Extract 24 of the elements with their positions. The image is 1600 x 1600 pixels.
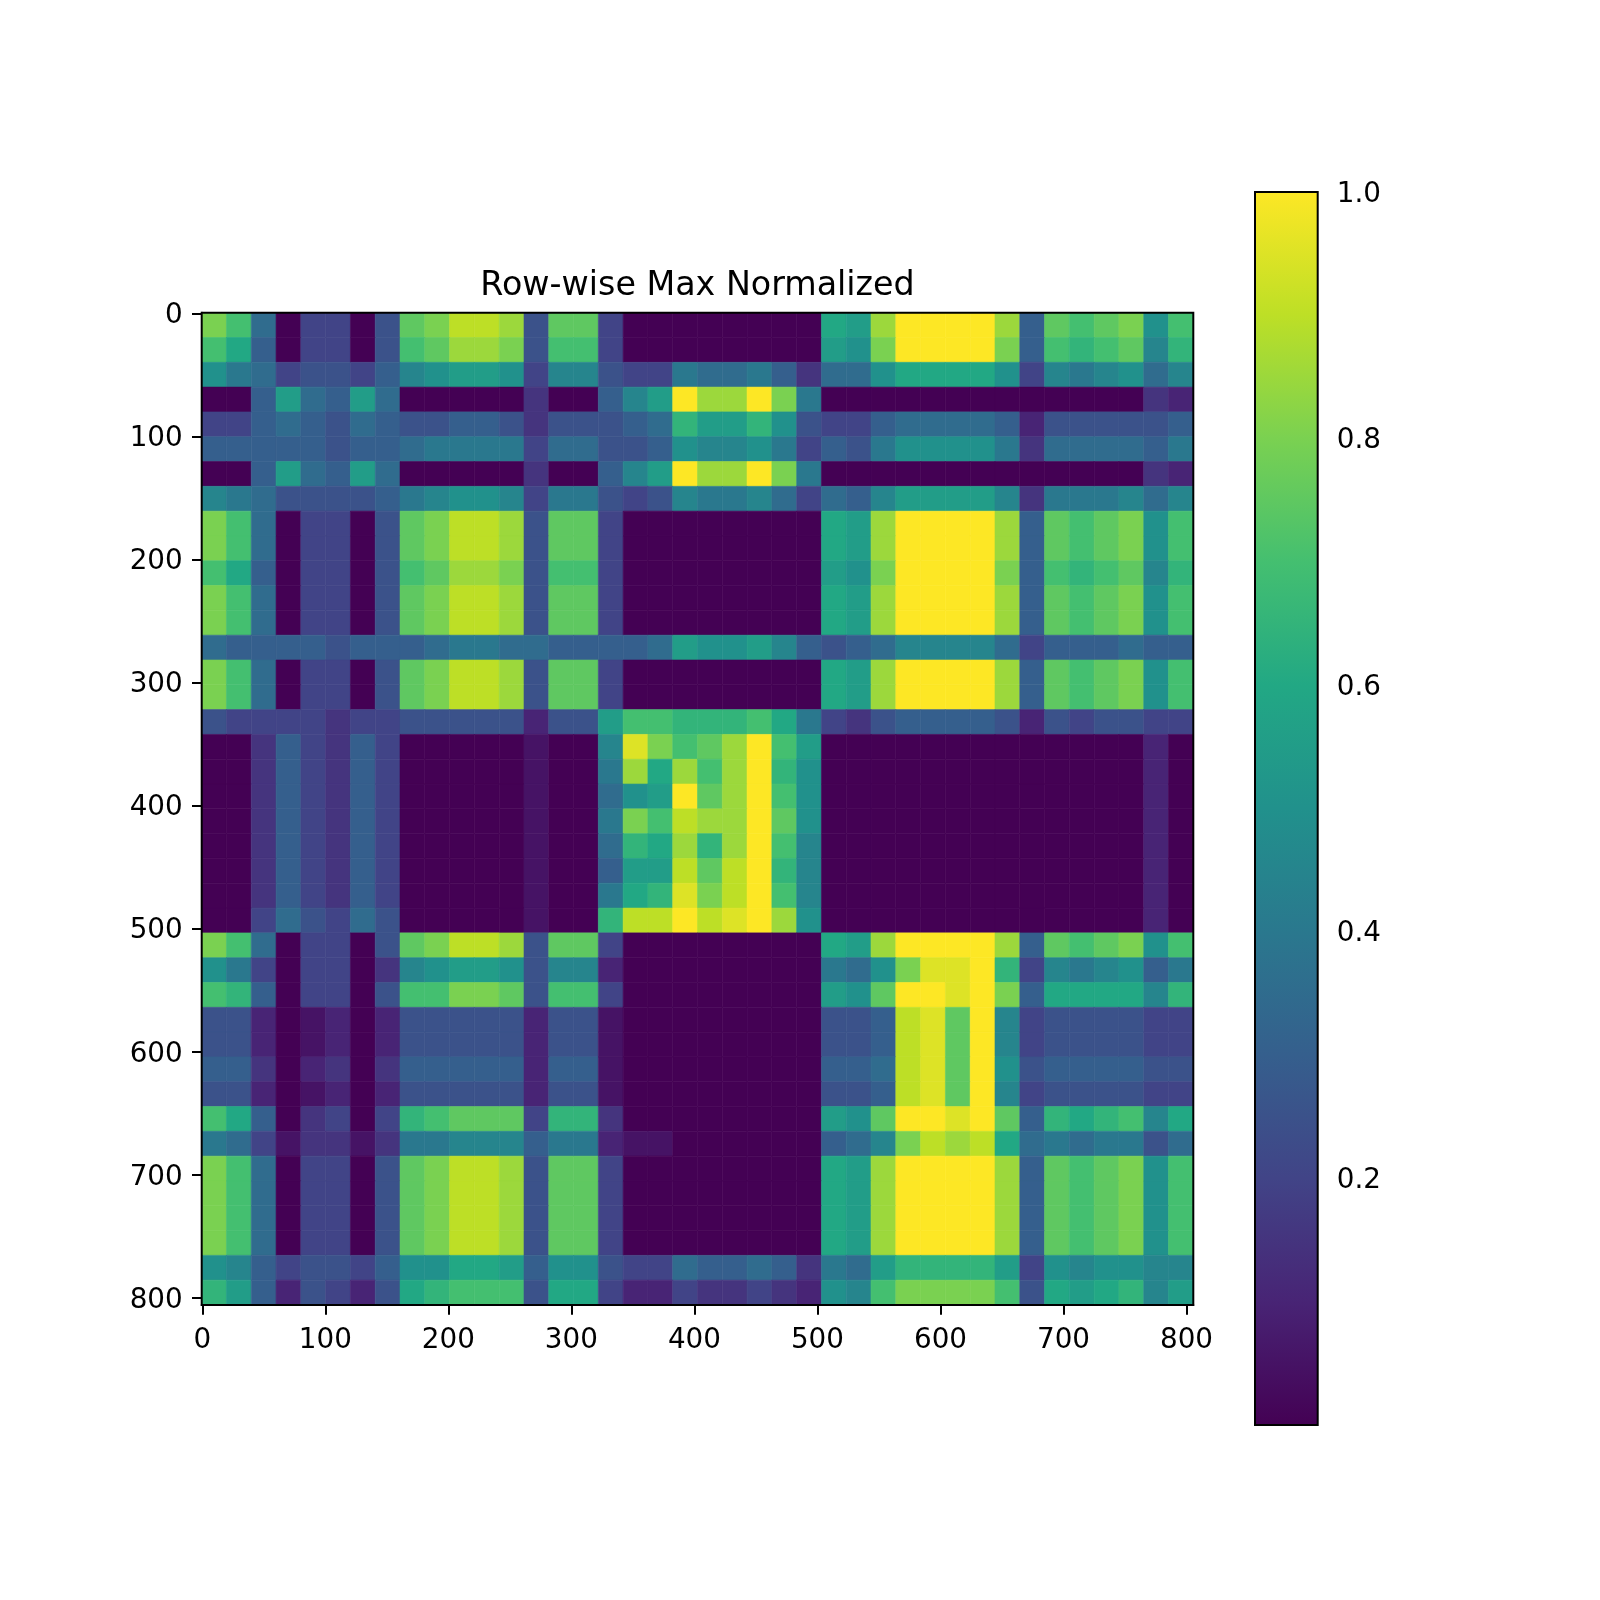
x-tick-label: 400 [667, 1321, 721, 1355]
y-tick-label: 500 [129, 912, 183, 946]
x-tick-label: 600 [913, 1321, 968, 1355]
x-tick-label: 200 [421, 1321, 475, 1355]
x-tick-label: 500 [790, 1321, 844, 1355]
color-bar-label: 0.2 [1336, 1161, 1381, 1195]
x-tick-label: 800 [1160, 1321, 1214, 1355]
y-tick-label: 0 [165, 296, 183, 330]
y-tick-label: 800 [129, 1281, 183, 1315]
color-bar-label: 0.6 [1336, 668, 1381, 702]
y-tick-label: 600 [129, 1035, 183, 1069]
y-tick-label: 700 [129, 1158, 183, 1192]
y-tick-label: 200 [129, 543, 183, 577]
x-tick-label: 100 [298, 1321, 352, 1355]
color-bar-label: 0.4 [1336, 915, 1381, 949]
x-tick-label: 0 [193, 1321, 212, 1355]
chart-title: Row-wise Max Normalized [480, 264, 915, 304]
x-tick-label: 700 [1036, 1321, 1091, 1355]
color-bar-label: 1.0 [1336, 175, 1381, 209]
x-tick-label: 300 [544, 1321, 598, 1355]
y-tick-label: 300 [129, 666, 183, 700]
y-tick-label: 100 [129, 419, 183, 453]
color-bar-label: 0.8 [1336, 422, 1381, 456]
y-tick-label: 400 [129, 789, 183, 823]
